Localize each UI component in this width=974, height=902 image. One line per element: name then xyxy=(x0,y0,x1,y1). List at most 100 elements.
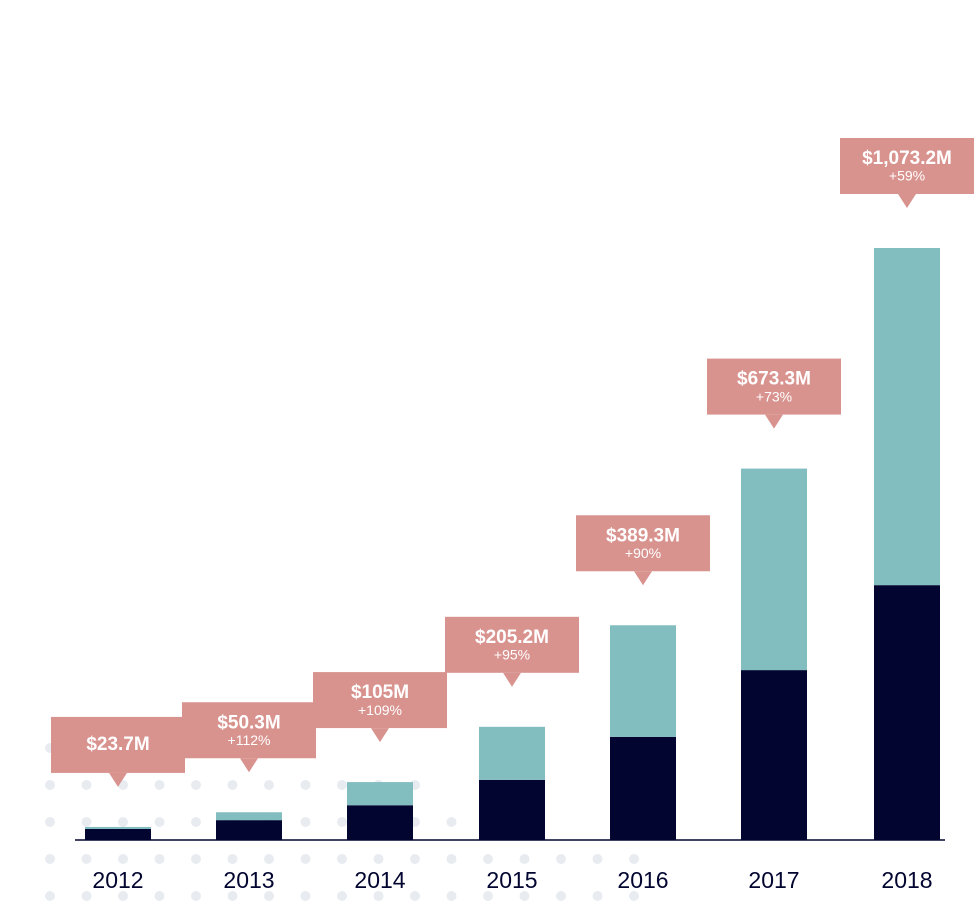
dot xyxy=(410,854,420,864)
total-label: $50.3M xyxy=(217,712,280,733)
dot xyxy=(227,891,238,901)
dot xyxy=(264,891,274,901)
dot xyxy=(592,854,603,864)
dot xyxy=(373,854,384,864)
dot xyxy=(337,817,347,827)
dot xyxy=(118,891,128,901)
bar-segment xyxy=(610,736,676,840)
x-tick-label: 2012 xyxy=(92,867,143,893)
dot xyxy=(410,891,420,901)
x-tick-label: 2014 xyxy=(354,867,405,893)
dot xyxy=(81,891,92,901)
dot xyxy=(337,854,347,864)
callout-box xyxy=(182,702,316,759)
dot xyxy=(337,891,347,901)
dot xyxy=(556,854,566,864)
bar-segment xyxy=(347,805,413,840)
total-label: $389.3M xyxy=(606,525,680,546)
growth-label: +90% xyxy=(625,545,661,561)
callout: $105M+109% xyxy=(313,672,447,743)
dot xyxy=(191,817,201,827)
total-label: $205.2M xyxy=(475,627,549,648)
total-label: $1,073.2M xyxy=(862,148,952,169)
dot xyxy=(45,854,55,864)
dot xyxy=(373,891,384,901)
growth-label: +73% xyxy=(756,388,792,404)
bar-segment xyxy=(85,826,151,829)
dot xyxy=(483,854,493,864)
dot xyxy=(483,891,493,901)
dot xyxy=(519,854,530,864)
callout-pointer xyxy=(109,772,127,787)
callout-box xyxy=(445,616,579,673)
total-label: $23.7M xyxy=(86,734,149,755)
dot xyxy=(446,854,457,864)
dot xyxy=(300,780,311,790)
bar-segment xyxy=(479,726,545,780)
dot xyxy=(154,854,165,864)
total-label: $105M xyxy=(351,682,409,703)
dot xyxy=(629,891,639,901)
callout-box xyxy=(840,138,974,194)
bar-segment xyxy=(347,782,413,806)
dot xyxy=(300,854,311,864)
dot xyxy=(337,780,347,790)
callout: $1,073.2M+59% xyxy=(840,138,974,208)
dot xyxy=(45,817,55,827)
callout: $50.3M+112% xyxy=(182,702,316,773)
growth-label: +112% xyxy=(228,732,271,748)
growth-label: +95% xyxy=(494,647,530,663)
bar-segment xyxy=(216,820,282,840)
bar-segment xyxy=(874,248,940,586)
dot xyxy=(227,854,238,864)
x-tick-label: 2015 xyxy=(486,867,537,893)
callout-box xyxy=(707,358,841,415)
growth-label: +59% xyxy=(889,168,925,184)
dot xyxy=(592,891,603,901)
x-tick-label: 2013 xyxy=(223,867,274,893)
bar-segment xyxy=(610,625,676,737)
callout-pointer xyxy=(765,414,783,429)
dot xyxy=(45,891,55,901)
bar-segment xyxy=(874,585,940,840)
callout-pointer xyxy=(898,194,916,208)
callout-pointer xyxy=(371,728,389,743)
dot xyxy=(191,780,201,790)
dot xyxy=(45,780,55,790)
bar-segment xyxy=(741,670,807,840)
dot xyxy=(519,891,530,901)
dot xyxy=(81,854,92,864)
callout-box xyxy=(313,672,447,729)
callout: $23.7M xyxy=(51,716,185,787)
callout-pointer xyxy=(240,758,258,773)
bar-segment xyxy=(479,779,545,840)
dot xyxy=(446,817,457,827)
callout-box xyxy=(576,515,710,572)
dot xyxy=(81,780,92,790)
dot xyxy=(154,891,165,901)
bar-segment xyxy=(741,468,807,671)
x-tick-label: 2017 xyxy=(748,867,799,893)
dot xyxy=(264,854,274,864)
bar-segment xyxy=(85,828,151,840)
dot xyxy=(191,891,201,901)
total-label: $673.3M xyxy=(737,369,811,390)
callout-box xyxy=(51,716,185,773)
dot xyxy=(629,854,639,864)
dot xyxy=(154,780,165,790)
dot xyxy=(300,817,311,827)
dot xyxy=(227,780,238,790)
dot xyxy=(118,854,128,864)
callout-pointer xyxy=(503,672,521,687)
dot xyxy=(81,817,92,827)
dot xyxy=(191,854,201,864)
x-tick-label: 2016 xyxy=(617,867,668,893)
bar-segment xyxy=(216,812,282,821)
dot xyxy=(300,891,311,901)
dot xyxy=(154,817,165,827)
dot xyxy=(446,891,457,901)
growth-label: +109% xyxy=(358,702,402,718)
dot xyxy=(264,780,274,790)
dot xyxy=(118,817,128,827)
